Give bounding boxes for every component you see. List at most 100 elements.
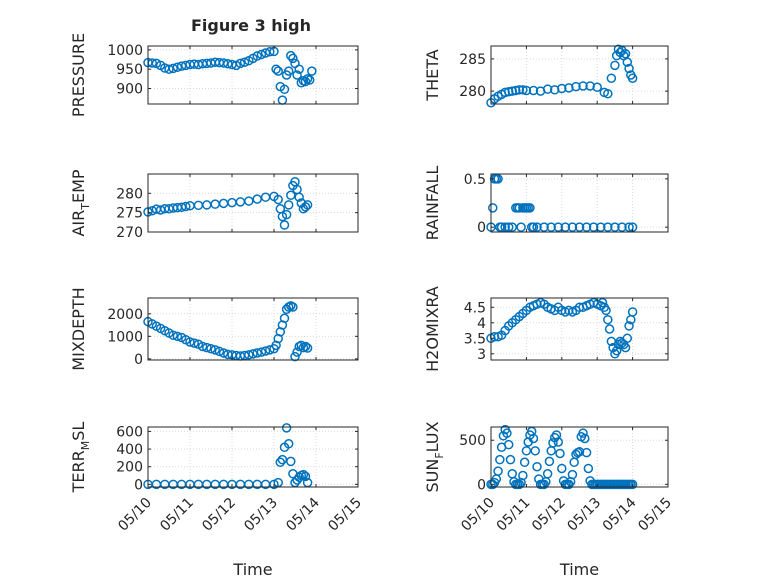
data-point xyxy=(292,70,302,80)
axes-frame xyxy=(490,297,669,361)
data-point xyxy=(298,469,309,480)
y-axis-label-subscript: T xyxy=(79,203,92,211)
x-axis-label: Time xyxy=(232,560,272,579)
data-point xyxy=(622,57,633,67)
data-point xyxy=(294,64,304,74)
data-point xyxy=(300,202,311,212)
x-tick-label: 05/15 xyxy=(325,495,365,535)
data-point xyxy=(172,331,183,342)
data-point xyxy=(260,346,271,356)
y-tick-label: 0 xyxy=(134,477,143,493)
data-point xyxy=(581,447,592,458)
data-point xyxy=(304,75,315,85)
data-point xyxy=(617,222,627,232)
y-axis-label: TERRMSL xyxy=(69,422,92,494)
data-point xyxy=(279,84,290,95)
data-point xyxy=(164,64,174,74)
data-point xyxy=(622,333,633,344)
data-point xyxy=(530,446,540,456)
data-point xyxy=(624,321,634,331)
subplot-1: 900 950 1000 PRESSURE xyxy=(69,33,359,117)
data-point xyxy=(283,66,294,76)
data-point xyxy=(553,222,564,232)
data-point xyxy=(564,83,574,93)
subplot-5: 0 1000 2000 MIXDEPTH xyxy=(69,287,359,371)
y-tick-label: 0 xyxy=(477,477,486,493)
data-point xyxy=(603,314,613,325)
data-point xyxy=(300,471,311,482)
data-point xyxy=(168,63,178,74)
figure-title: Figure 3 high xyxy=(191,16,311,35)
data-point xyxy=(500,222,510,232)
data-point xyxy=(502,428,512,438)
data-point xyxy=(511,85,521,96)
data-point xyxy=(218,348,229,358)
data-point xyxy=(252,348,262,358)
data-point xyxy=(603,88,613,99)
y-axis-label-subscript: F xyxy=(433,452,446,458)
subplot-2: 280 285 THETA xyxy=(423,44,669,108)
data-point xyxy=(592,82,602,92)
x-axis-label: Time xyxy=(559,560,599,579)
data-point xyxy=(578,81,588,91)
data-point xyxy=(493,466,503,476)
y-axis-label: MIXDEPTH xyxy=(69,287,88,370)
y-axis-label-main: SUN xyxy=(423,459,442,493)
x-tick-label: 05/13 xyxy=(241,495,281,535)
data-point xyxy=(281,209,292,220)
data-point xyxy=(624,222,634,232)
y-tick-label: 285 xyxy=(459,52,486,68)
data-point xyxy=(286,456,296,467)
data-point xyxy=(302,343,313,353)
data-point xyxy=(273,194,283,205)
data-point xyxy=(206,343,216,354)
y-tick-label: 280 xyxy=(459,84,486,100)
data-point xyxy=(265,47,275,57)
data-point xyxy=(578,428,588,438)
data-point xyxy=(525,203,535,213)
data-point xyxy=(168,330,178,340)
data-point xyxy=(549,85,560,95)
data-point xyxy=(488,203,498,213)
x-tick-label: 05/11 xyxy=(494,495,534,535)
data-point xyxy=(239,57,250,67)
data-point xyxy=(503,439,514,450)
data-point xyxy=(300,76,311,87)
subplot-3: 270 275 280 AIRTEMP xyxy=(69,169,359,241)
data-point xyxy=(521,446,532,456)
data-point xyxy=(505,454,516,465)
data-point xyxy=(519,457,530,468)
data-point xyxy=(286,190,296,201)
y-tick-label: 3 xyxy=(477,347,486,363)
x-tick-label: 05/11 xyxy=(157,495,197,535)
data-point xyxy=(275,457,286,468)
data-point xyxy=(288,302,298,312)
data-point xyxy=(269,479,279,490)
data-point xyxy=(567,469,578,480)
data-point xyxy=(583,463,594,474)
plot-area xyxy=(148,427,358,487)
data-point xyxy=(588,222,599,232)
data-point xyxy=(181,201,191,212)
x-tick-label: 05/15 xyxy=(635,495,675,535)
data-point xyxy=(302,200,313,210)
data-point xyxy=(627,73,638,83)
x-tick-label: 05/14 xyxy=(600,495,640,535)
data-point xyxy=(503,87,514,97)
data-point xyxy=(528,433,539,444)
axes-frame xyxy=(147,297,359,361)
data-point xyxy=(507,222,517,232)
y-axis-label: SUNFLUX xyxy=(423,421,446,492)
data-point xyxy=(604,324,615,334)
data-point xyxy=(611,345,622,356)
y-axis-label: RAINFALL xyxy=(423,166,442,241)
data-point xyxy=(606,73,617,83)
y-axis-label-main: TERR xyxy=(69,450,88,493)
y-tick-label: 275 xyxy=(116,206,143,222)
data-point xyxy=(610,222,620,232)
data-point xyxy=(571,81,581,92)
data-point xyxy=(273,66,283,76)
